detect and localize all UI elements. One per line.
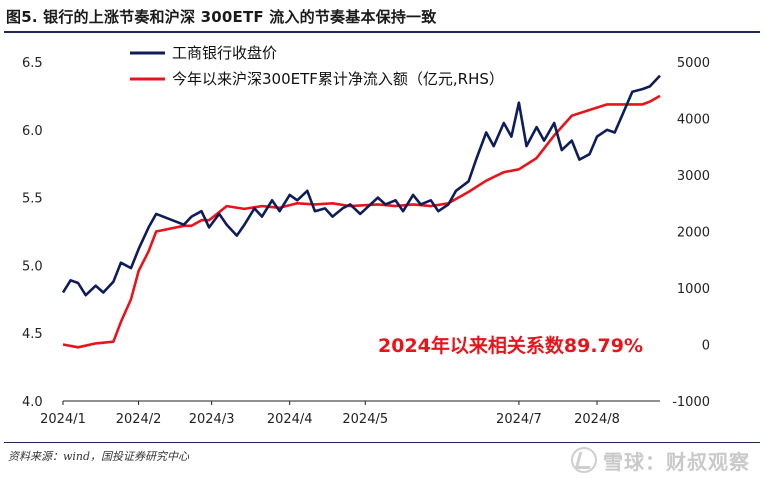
y-right-tick-label: 2000 bbox=[677, 226, 710, 241]
y-left-tick-label: 6.0 bbox=[22, 124, 43, 139]
series-line-bank bbox=[61, 74, 661, 297]
y-right-tick-label: 0 bbox=[702, 339, 710, 354]
series-layer bbox=[61, 74, 661, 349]
watermark: 雪球：财叔观察 bbox=[571, 446, 750, 475]
correlation-annotation: 2024年以来相关系数89.79% bbox=[378, 334, 643, 357]
y-right-tick-label: -1000 bbox=[672, 395, 710, 410]
axes-layer: 4.0 4.5 5.0 5.5 6.0 6.5 -1000 0 1000 2000 3000 4000… bbox=[22, 56, 710, 427]
source-note: 资料来源：wind，国投证券研究中心 bbox=[8, 450, 190, 463]
y-right-tick-label: 1000 bbox=[677, 282, 710, 297]
y-left-tick-label: 4.0 bbox=[22, 395, 43, 410]
title-divider bbox=[4, 31, 760, 33]
line-chart: 4.0 4.5 5.0 5.5 6.0 6.5 -1000 0 1000 2000 3000 4000… bbox=[22, 44, 710, 427]
watermark-text: 雪球：财叔观察 bbox=[603, 450, 750, 474]
series-line-etf bbox=[62, 94, 661, 349]
legend-label-bank: 工商银行收盘价 bbox=[172, 44, 277, 62]
y-left-tick-label: 4.5 bbox=[22, 327, 43, 342]
y-right-tick-label: 4000 bbox=[677, 113, 710, 128]
x-tick-label: 2024/1 bbox=[40, 412, 86, 427]
y-right-tick-label: 3000 bbox=[677, 169, 710, 184]
legend: 工商银行收盘价 今年以来沪深300ETF累计净流入额（亿元,RHS） bbox=[130, 44, 504, 88]
chart-title: 图5. 银行的上涨节奏和沪深 300ETF 流入的节奏基本保持一致 bbox=[6, 8, 437, 26]
y-left-tick-label: 5.0 bbox=[22, 259, 43, 274]
legend-label-etf: 今年以来沪深300ETF累计净流入额（亿元,RHS） bbox=[172, 70, 504, 88]
y-left-tick-label: 5.5 bbox=[22, 192, 43, 207]
x-tick-label: 2024/4 bbox=[267, 412, 313, 427]
x-tick-label: 2024/7 bbox=[496, 412, 542, 427]
x-tick-label: 2024/3 bbox=[189, 412, 235, 427]
x-tick-label: 2024/2 bbox=[116, 412, 162, 427]
x-tick-label: 2024/5 bbox=[342, 412, 388, 427]
x-tick-label: 2024/8 bbox=[574, 412, 620, 427]
snowball-logo-icon bbox=[571, 447, 597, 473]
source-divider bbox=[4, 442, 760, 443]
y-right-tick-label: 5000 bbox=[677, 56, 710, 71]
y-left-tick-label: 6.5 bbox=[22, 56, 43, 71]
